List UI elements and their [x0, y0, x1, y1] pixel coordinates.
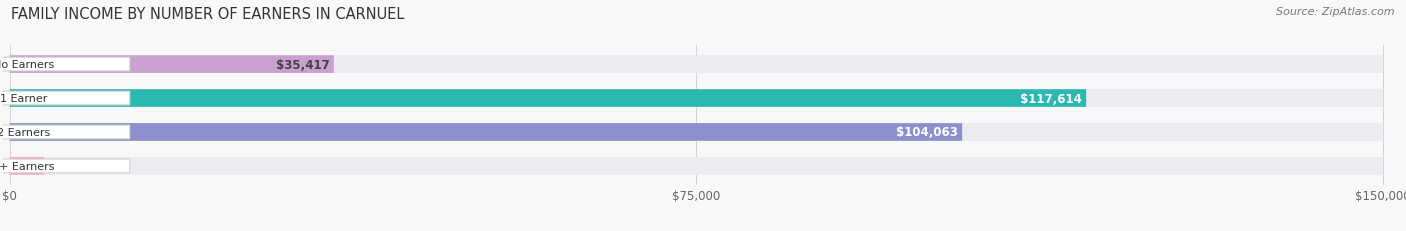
FancyBboxPatch shape [10, 90, 1087, 107]
Text: FAMILY INCOME BY NUMBER OF EARNERS IN CARNUEL: FAMILY INCOME BY NUMBER OF EARNERS IN CA… [11, 7, 405, 22]
FancyBboxPatch shape [10, 90, 1382, 107]
FancyBboxPatch shape [0, 125, 129, 139]
Text: $104,063: $104,063 [893, 126, 962, 139]
FancyBboxPatch shape [0, 159, 129, 173]
Text: $35,417: $35,417 [271, 58, 333, 71]
FancyBboxPatch shape [10, 56, 1382, 74]
Text: 3+ Earners: 3+ Earners [0, 161, 55, 171]
Text: $0: $0 [48, 160, 63, 173]
FancyBboxPatch shape [10, 157, 1382, 175]
Text: $117,614: $117,614 [1017, 92, 1087, 105]
Text: No Earners: No Earners [0, 60, 53, 70]
Text: Source: ZipAtlas.com: Source: ZipAtlas.com [1277, 7, 1395, 17]
FancyBboxPatch shape [10, 56, 333, 74]
FancyBboxPatch shape [10, 157, 44, 175]
FancyBboxPatch shape [0, 58, 129, 72]
FancyBboxPatch shape [0, 92, 129, 106]
FancyBboxPatch shape [10, 124, 1382, 141]
Text: 1 Earner: 1 Earner [0, 94, 46, 103]
Text: 2 Earners: 2 Earners [0, 128, 51, 137]
FancyBboxPatch shape [10, 124, 962, 141]
